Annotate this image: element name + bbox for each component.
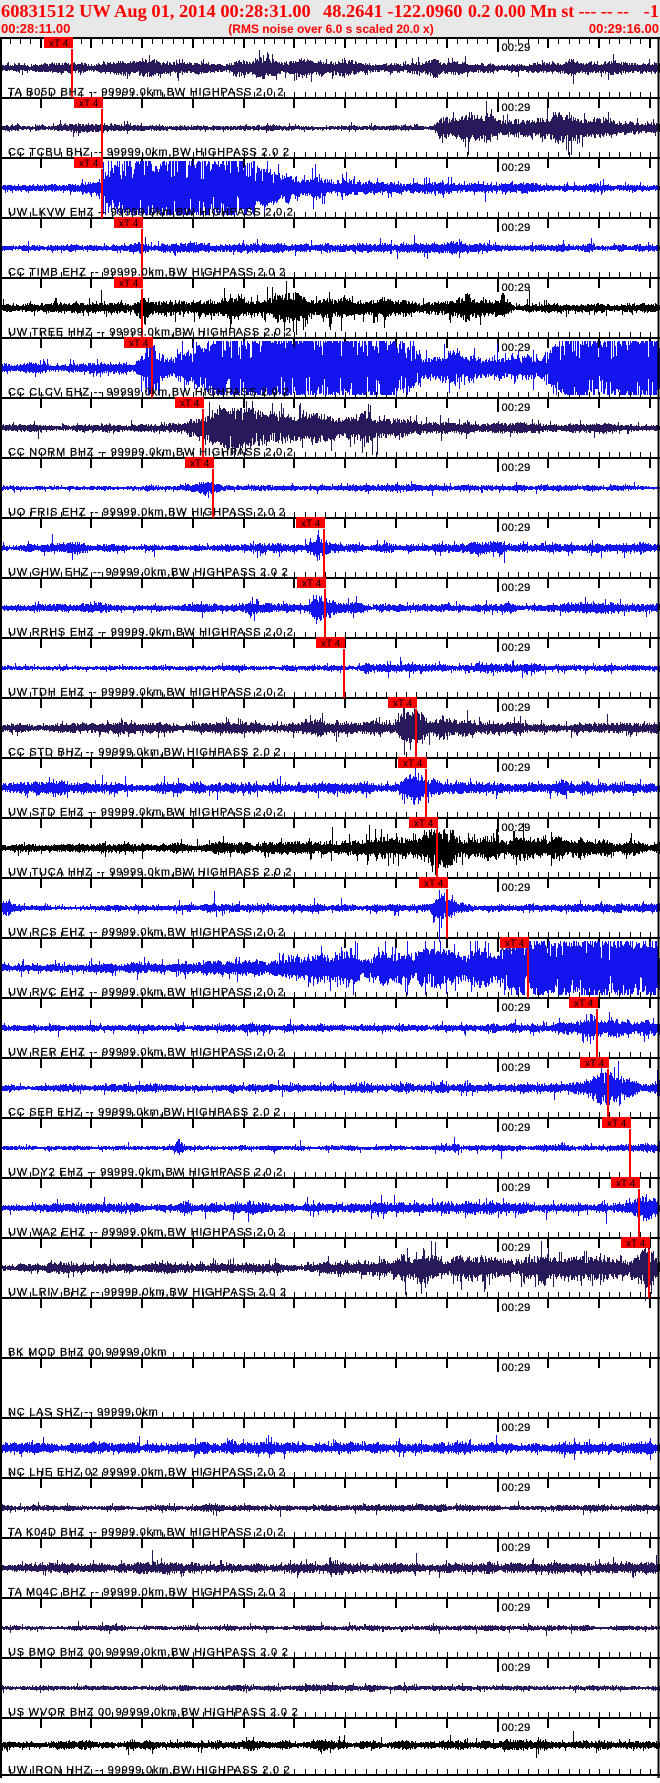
svg-text:UW GHW EHZ -- 99999.0km,BW HIG: UW GHW EHZ -- 99999.0km,BW HIGHPASS 2.0 … (8, 567, 289, 579)
svg-text:UW RER EHZ -- 99999.0km,BW HIG: UW RER EHZ -- 99999.0km,BW HIGHPASS 2.0 … (8, 1047, 285, 1059)
svg-text:00:29: 00:29 (502, 1302, 531, 1314)
svg-text:00:29: 00:29 (502, 1182, 531, 1194)
svg-text:-1: -1 (644, 1, 659, 21)
svg-text:48.2641 -122.0960: 48.2641 -122.0960 (323, 1, 462, 21)
svg-text:CC STD BHZ -- 99999.0km,BW HIG: CC STD BHZ -- 99999.0km,BW HIGHPASS 2.0 … (8, 747, 281, 759)
svg-text:0.2 0.00 Mn st --- -- --: 0.2 0.00 Mn st --- -- -- (468, 1, 629, 21)
svg-text:00:29: 00:29 (502, 1662, 531, 1674)
svg-text:00:29: 00:29 (502, 1722, 531, 1734)
svg-text:00:29: 00:29 (502, 222, 531, 234)
svg-text:UW STD EHZ -- 99999.0km,BW HIG: UW STD EHZ -- 99999.0km,BW HIGHPASS 2.0 … (8, 807, 284, 819)
svg-text:xT 4: xT 4 (574, 999, 594, 1010)
svg-text:US BMO BHZ 00 99999.0km,BW HIG: US BMO BHZ 00 99999.0km,BW HIGHPASS 2.0 … (8, 1647, 289, 1659)
svg-text:xT 4: xT 4 (119, 279, 139, 290)
svg-text:00:29: 00:29 (502, 1602, 531, 1614)
svg-text:xT 4: xT 4 (414, 819, 434, 830)
svg-text:NC LAS SHZ -- 99999.0km: NC LAS SHZ -- 99999.0km (8, 1407, 159, 1419)
svg-text:UW TDH EHZ -- 99999.0km,BW HIG: UW TDH EHZ -- 99999.0km,BW HIGHPASS 2.0 … (8, 687, 284, 699)
svg-text:00:29:16.00: 00:29:16.00 (589, 21, 659, 36)
svg-text:00:29: 00:29 (502, 1542, 531, 1554)
svg-text:xT 4: xT 4 (190, 459, 210, 470)
svg-text:xT 4: xT 4 (302, 579, 322, 590)
svg-text:00:29: 00:29 (502, 642, 531, 654)
svg-text:00:29: 00:29 (502, 762, 531, 774)
svg-text:00:28:11.00: 00:28:11.00 (1, 21, 70, 36)
svg-text:UW RCS EHZ -- 99999.0km,BW HIG: UW RCS EHZ -- 99999.0km,BW HIGHPASS 2.0 … (8, 927, 285, 939)
svg-text:00:29: 00:29 (502, 702, 531, 714)
svg-text:UW TREE HHZ -- 99999.0km,BW HI: UW TREE HHZ -- 99999.0km,BW HIGHPASS 2.0… (8, 327, 292, 339)
svg-text:xT 4: xT 4 (180, 399, 200, 410)
svg-text:00:29: 00:29 (502, 1122, 531, 1134)
svg-text:60831512 UW Aug 01, 2014 00:28: 60831512 UW Aug 01, 2014 00:28:31.00 (1, 1, 311, 21)
svg-text:00:29: 00:29 (502, 282, 531, 294)
svg-text:CC TCBU BHZ -- 99999.0km,BW HI: CC TCBU BHZ -- 99999.0km,BW HIGHPASS 2.0… (8, 147, 290, 159)
svg-text:UW RVC EHZ -- 99999.0km,BW HIG: UW RVC EHZ -- 99999.0km,BW HIGHPASS 2.0 … (8, 987, 285, 999)
svg-text:00:29: 00:29 (502, 522, 531, 534)
svg-text:CC NORM BHZ -- 99999.0km,BW HI: CC NORM BHZ -- 99999.0km,BW HIGHPASS 2.0… (8, 447, 294, 459)
svg-text:UW IRON HHZ -- 99999.0km,BW HI: UW IRON HHZ -- 99999.0km,BW HIGHPASS 2.0… (8, 1765, 291, 1777)
svg-text:xT 4: xT 4 (321, 639, 341, 650)
svg-text:CC SEP EHZ -- 99999.0km,BW HIG: CC SEP EHZ -- 99999.0km,BW HIGHPASS 2.0 … (8, 1107, 281, 1119)
svg-text:UW DY2 EHZ -- 99999.0km,BW HIG: UW DY2 EHZ -- 99999.0km,BW HIGHPASS 2.0 … (8, 1167, 283, 1179)
svg-text:US WVOR BHZ 00 99999.0km,BW HI: US WVOR BHZ 00 99999.0km,BW HIGHPASS 2.0… (8, 1707, 299, 1719)
svg-text:xT 4: xT 4 (119, 219, 139, 230)
svg-text:00:29: 00:29 (502, 42, 531, 54)
svg-text:00:29: 00:29 (502, 1362, 531, 1374)
svg-text:00:29: 00:29 (502, 1002, 531, 1014)
svg-text:UW WA2 EHZ -- 99999.0km,BW HIG: UW WA2 EHZ -- 99999.0km,BW HIGHPASS 2.0 … (8, 1227, 285, 1239)
svg-text:00:29: 00:29 (502, 102, 531, 114)
svg-text:xT 4: xT 4 (129, 339, 149, 350)
svg-text:CC CLCV EHZ -- 99999.0km,BW HI: CC CLCV EHZ -- 99999.0km,BW HIGHPASS 2.0… (8, 387, 289, 399)
svg-text:xT 4: xT 4 (403, 759, 423, 770)
svg-text:00:29: 00:29 (502, 162, 531, 174)
svg-text:xT 4: xT 4 (49, 39, 69, 50)
svg-text:xT 4: xT 4 (585, 1059, 605, 1070)
svg-text:xT 4: xT 4 (393, 699, 413, 710)
svg-text:00:29: 00:29 (502, 342, 531, 354)
svg-text:xT 4: xT 4 (505, 939, 525, 950)
svg-text:UW RRHS EHZ -- 99999.0km,BW HI: UW RRHS EHZ -- 99999.0km,BW HIGHPASS 2.0… (8, 627, 294, 639)
svg-text:00:29: 00:29 (502, 1482, 531, 1494)
svg-text:xT 4: xT 4 (626, 1239, 646, 1250)
svg-text:00:29: 00:29 (502, 822, 531, 834)
svg-text:00:29: 00:29 (502, 882, 531, 894)
svg-text:TA B05D BHZ -- 99999.0km,BW HI: TA B05D BHZ -- 99999.0km,BW HIGHPASS 2.0… (8, 87, 284, 99)
svg-text:00:29: 00:29 (502, 462, 531, 474)
svg-text:TA M04C BHZ -- 99999.0km,BW HI: TA M04C BHZ -- 99999.0km,BW HIGHPASS 2.0… (8, 1587, 286, 1599)
svg-text:CC TIMB EHZ -- 99999.0km,BW HI: CC TIMB EHZ -- 99999.0km,BW HIGHPASS 2.0… (8, 267, 286, 279)
svg-text:BK MOD BHZ 00 99999.0km: BK MOD BHZ 00 99999.0km (8, 1347, 167, 1359)
svg-text:00:29: 00:29 (502, 402, 531, 414)
svg-text:xT 4: xT 4 (607, 1119, 627, 1130)
svg-text:UW TUCA HHZ -- 99999.0km,BW HI: UW TUCA HHZ -- 99999.0km,BW HIGHPASS 2.0… (8, 867, 292, 879)
svg-text:UW LRIV BHZ -- 99999.0km,BW HI: UW LRIV BHZ -- 99999.0km,BW HIGHPASS 2.0… (8, 1287, 287, 1299)
svg-text:xT 4: xT 4 (79, 159, 99, 170)
svg-text:UW LKVW EHZ -- 99999.0km,BW HI: UW LKVW EHZ -- 99999.0km,BW HIGHPASS 2.0… (8, 207, 294, 219)
svg-text:TA K04D BHZ -- 99999.0km,BW HI: TA K04D BHZ -- 99999.0km,BW HIGHPASS 2.0… (8, 1527, 284, 1539)
svg-text:00:29: 00:29 (502, 1062, 531, 1074)
svg-text:UO FRIS EHZ -- 99999.0km,BW HI: UO FRIS EHZ -- 99999.0km,BW HIGHPASS 2.0… (8, 507, 286, 519)
svg-text:xT 4: xT 4 (424, 879, 444, 890)
svg-text:00:29: 00:29 (502, 1242, 531, 1254)
svg-text:NC LHE EHZ 02 99999.0km,BW HIG: NC LHE EHZ 02 99999.0km,BW HIGHPASS 2.0 … (8, 1467, 286, 1479)
svg-text:(RMS noise over 6.0 s scaled 2: (RMS noise over 6.0 s scaled 20.0 x) (228, 22, 433, 36)
svg-text:xT 4: xT 4 (79, 99, 99, 110)
svg-text:00:29: 00:29 (502, 1422, 531, 1434)
svg-text:xT 4: xT 4 (301, 519, 321, 530)
svg-text:00:29: 00:29 (502, 582, 531, 594)
svg-text:xT 4: xT 4 (616, 1179, 636, 1190)
